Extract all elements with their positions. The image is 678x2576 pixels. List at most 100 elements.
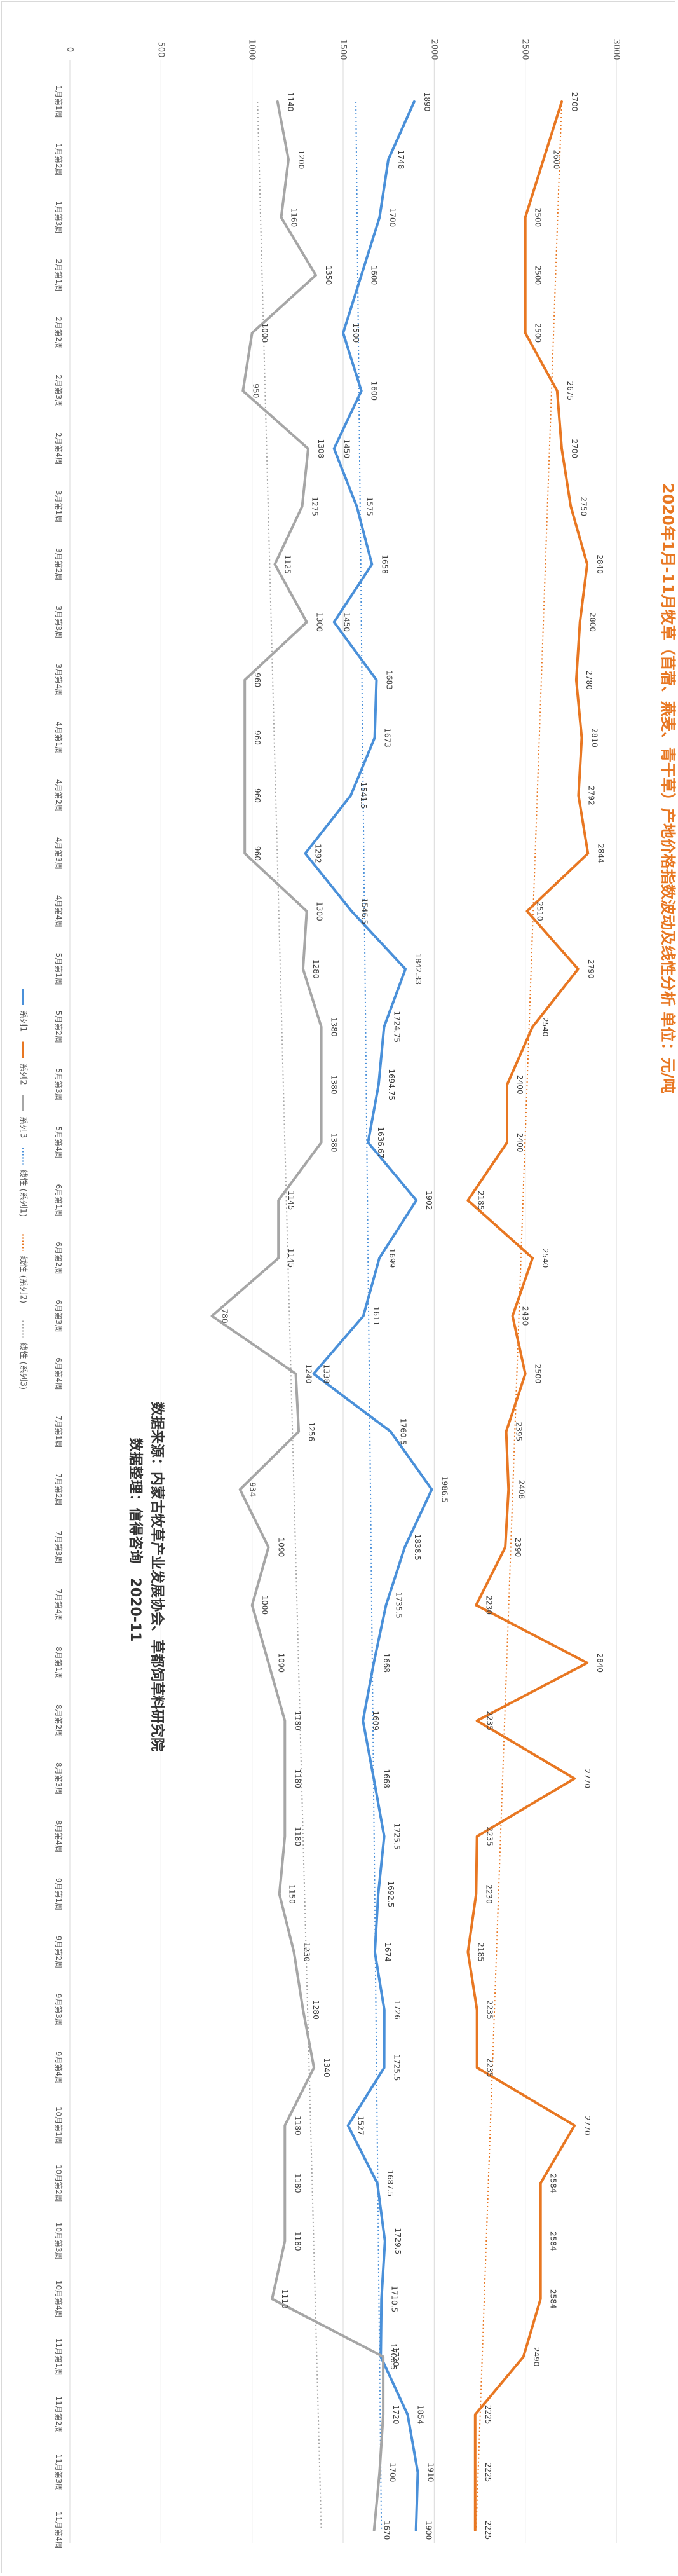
- trendline: [257, 101, 322, 2531]
- chart-title: 2020年1月-11月牧草（苜蓿、燕麦、青干草）产地价格指数波动及线性分析 单位…: [659, 483, 677, 1093]
- data-label: 2700: [570, 92, 579, 112]
- data-label: 1180: [293, 2174, 302, 2193]
- data-label: 1546.5: [360, 898, 369, 924]
- source-line-1: 数据来源：内蒙古牧草产业发展协会、草都饲草料研究院: [149, 1402, 165, 1751]
- data-label: 1760.5: [399, 1418, 408, 1445]
- data-label: 1340: [322, 2058, 331, 2078]
- category-tick-label: 4月第2周: [54, 779, 63, 812]
- data-label: 2235: [485, 1826, 494, 1846]
- data-label: 780: [220, 1309, 229, 1324]
- data-label: 1180: [293, 1826, 302, 1846]
- value-tick-label: 0: [65, 47, 74, 52]
- data-label: 1900: [424, 2521, 433, 2540]
- data-label: 2800: [588, 612, 597, 632]
- category-tick-label: 11月第1周: [54, 2338, 63, 2376]
- category-tick-label: 9月第4周: [54, 2052, 63, 2084]
- category-tick-label: 8月第3周: [54, 1762, 63, 1795]
- data-label: 2844: [596, 844, 605, 863]
- data-label: 1735.5: [395, 1592, 403, 1619]
- data-label: 1854: [416, 2405, 424, 2425]
- data-label: 1160: [290, 208, 299, 228]
- data-label: 2225: [484, 2463, 492, 2483]
- series-line: [304, 100, 433, 2531]
- data-label: 1240: [304, 1364, 313, 1384]
- data-label: 1600: [370, 381, 379, 401]
- value-tick-label: 500: [156, 42, 165, 58]
- category-tick-label: 2月第3周: [54, 374, 63, 407]
- data-label: 1275: [311, 497, 320, 516]
- category-tick-label: 7月第2周: [54, 1473, 63, 1505]
- data-label: 1380: [330, 1075, 339, 1095]
- category-tick-label: 4月第1周: [54, 722, 63, 754]
- data-label: 2540: [541, 1017, 550, 1037]
- data-label: 1692.5: [386, 1881, 395, 1908]
- value-tick-label: 1000: [247, 39, 257, 60]
- gridlines: [69, 60, 617, 2543]
- data-label: 1280: [311, 2000, 320, 2020]
- data-label: 1720: [391, 2405, 400, 2425]
- category-tick-label: 8月第2周: [54, 1704, 63, 1737]
- data-label: 2408: [517, 1480, 525, 1500]
- data-label: 960: [253, 846, 262, 861]
- data-label: 2790: [586, 959, 595, 979]
- category-tick-label: 9月第3周: [54, 1994, 63, 2026]
- data-label: 1700: [388, 2463, 397, 2483]
- category-tick-label: 1月第2周: [54, 143, 63, 175]
- category-tick-label: 6月第3周: [54, 1299, 63, 1332]
- data-label: 2400: [515, 1075, 524, 1095]
- data-label: 1256: [307, 1422, 316, 1442]
- data-label: 1450: [342, 439, 351, 458]
- data-label: 1125: [283, 554, 292, 574]
- data-label: 1380: [330, 1017, 339, 1037]
- data-label: 1338: [322, 1364, 331, 1384]
- category-tick-label: 2月第2周: [54, 317, 63, 349]
- data-label: 2500: [534, 208, 543, 228]
- data-label: 1500: [351, 324, 360, 343]
- data-label: 1668: [382, 1769, 391, 1788]
- category-tick-label: 5月第1周: [54, 953, 63, 985]
- data-label: 1541.5: [359, 782, 368, 809]
- data-label: 2500: [534, 266, 543, 285]
- category-tick-label: 9月第1周: [54, 1878, 63, 1910]
- data-label: 1180: [293, 1711, 302, 1730]
- data-label: 960: [253, 673, 262, 687]
- data-label: 1720: [391, 2347, 400, 2367]
- data-label: 2430: [521, 1306, 530, 1326]
- data-label: 1694.75: [387, 1069, 396, 1100]
- data-label: 2584: [549, 2174, 558, 2193]
- category-tick-label: 4月第3周: [54, 837, 63, 870]
- category-tick-label: 5月第2周: [54, 1011, 63, 1043]
- data-label: 2235: [485, 2000, 494, 2020]
- data-label: 1575: [365, 497, 374, 516]
- category-tick-label: 2月第4周: [54, 432, 63, 465]
- data-label: 1658: [380, 554, 389, 574]
- data-label: 1308: [316, 439, 325, 458]
- data-label: 1000: [261, 1595, 269, 1615]
- category-tick-label: 10月第4周: [54, 2280, 63, 2318]
- data-label: 2750: [579, 497, 588, 516]
- data-label: 1687.5: [386, 2170, 395, 2196]
- data-label: 960: [253, 788, 262, 803]
- data-label: 960: [253, 730, 262, 745]
- value-tick-label: 3000: [611, 39, 621, 60]
- category-tick-label: 5月第4周: [54, 1127, 63, 1159]
- legend-label: 线性 (系列2): [18, 1256, 28, 1304]
- category-tick-label: 7月第1周: [54, 1415, 63, 1448]
- data-label: 1910: [426, 2463, 435, 2483]
- data-label: 2584: [549, 2231, 558, 2251]
- value-tick-label: 2500: [520, 39, 530, 60]
- category-tick-label: 3月第4周: [54, 664, 63, 696]
- value-axis-ticks: 0 500 1000 1500 2000 2500 3000: [65, 39, 621, 60]
- data-label: 1000: [261, 324, 269, 343]
- value-tick-label: 2000: [429, 39, 438, 60]
- data-label: 2230: [484, 1595, 493, 1615]
- value-tick-label: 1500: [338, 39, 348, 60]
- data-label: 1300: [315, 612, 324, 632]
- data-label: 1838.5: [413, 1534, 422, 1561]
- category-tick-label: 10月第1周: [54, 2107, 63, 2144]
- data-label: 1180: [293, 1769, 302, 1788]
- data-label: 2185: [476, 1191, 485, 1210]
- category-tick-label: 7月第4周: [54, 1589, 63, 1621]
- data-label: 2185: [476, 1942, 485, 1962]
- legend-label: 线性 (系列1): [18, 1170, 28, 1217]
